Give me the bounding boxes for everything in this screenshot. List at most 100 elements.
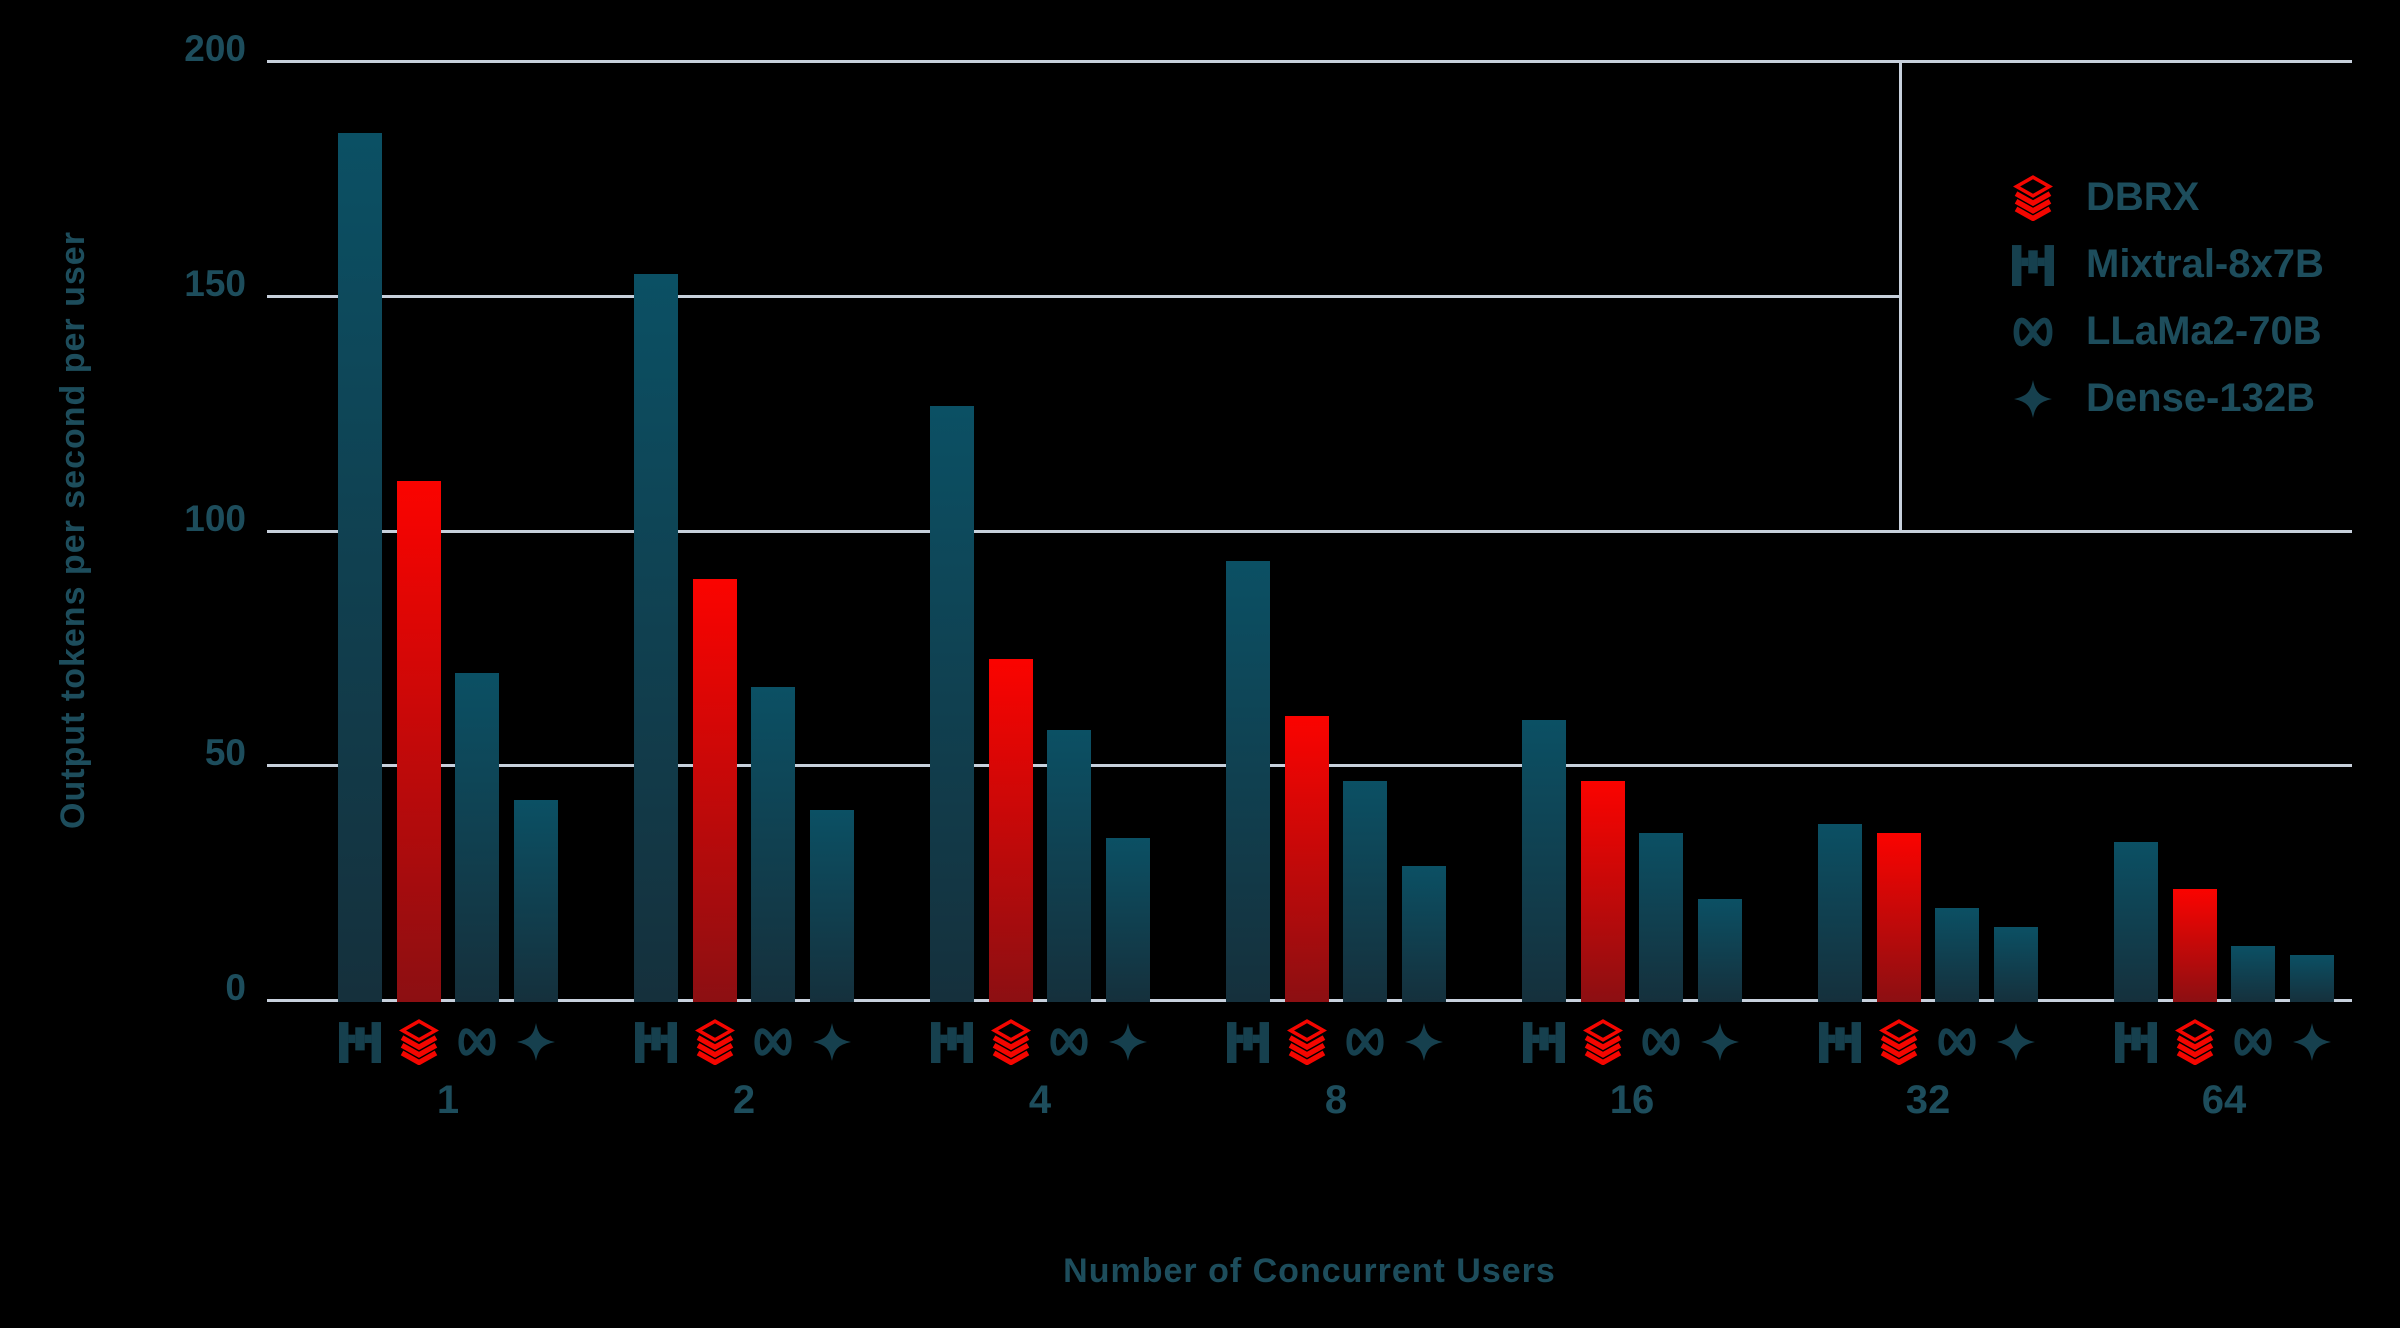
legend-label: DBRX — [2086, 175, 2200, 219]
legend-item-mixtral-8x7b: Mixtral-8x7B — [2008, 231, 2324, 298]
mixtral-icon — [338, 1018, 382, 1066]
meta-infinity-icon — [2231, 1018, 2275, 1066]
sparkle-star-icon — [1106, 1018, 1150, 1066]
bar-dbrx — [1580, 781, 1625, 1002]
bar-dense-132b — [809, 810, 854, 1002]
bar-dense-132b — [1105, 838, 1150, 1002]
databricks-icon — [989, 1018, 1033, 1066]
bar-group-4 — [930, 406, 1150, 1002]
bar-dense-132b — [513, 800, 558, 1002]
bar-group-8 — [1226, 561, 1446, 1002]
gridline-100 — [267, 529, 2352, 533]
meta-infinity-icon — [751, 1018, 795, 1066]
bar-llama2-70b — [2231, 946, 2276, 1002]
mixtral-icon — [2008, 240, 2058, 290]
bar-llama2-70b — [1343, 781, 1388, 1002]
mixtral-icon — [2114, 1018, 2158, 1066]
icon-row-2 — [634, 1018, 854, 1066]
meta-infinity-icon — [1343, 1018, 1387, 1066]
bar-dbrx — [988, 659, 1033, 1002]
bar-dbrx — [1284, 716, 1329, 1002]
sparkle-star-icon — [1698, 1018, 1742, 1066]
legend-label: Mixtral-8x7B — [2086, 242, 2324, 286]
bar-dbrx — [396, 481, 441, 1002]
legend-item-llama2-70b: LLaMa2-70B — [2008, 298, 2324, 365]
icon-row-64 — [2114, 1018, 2334, 1066]
bar-llama2-70b — [751, 687, 796, 1002]
gridline-150 — [267, 294, 1899, 298]
x-axis-title: Number of Concurrent Users — [1063, 1252, 1556, 1290]
bar-mixtral-8x7b — [1226, 561, 1271, 1002]
mixtral-icon — [1522, 1018, 1566, 1066]
meta-infinity-icon — [1047, 1018, 1091, 1066]
gridline-200 — [267, 60, 2352, 63]
mixtral-icon — [1226, 1018, 1270, 1066]
icon-row-32 — [1818, 1018, 2038, 1066]
mixtral-icon — [930, 1018, 974, 1066]
legend: DBRX Mixtral-8x7B LLaMa2-70B Dense-132B — [2008, 164, 2324, 432]
bar-dense-132b — [1993, 927, 2038, 1002]
mixtral-icon — [1818, 1018, 1862, 1066]
legend-label: LLaMa2-70B — [2086, 309, 2322, 353]
databricks-icon — [2008, 173, 2058, 223]
y-tick-label: 200 — [184, 28, 246, 69]
databricks-icon — [2173, 1018, 2217, 1066]
bar-mixtral-8x7b — [2114, 842, 2159, 1002]
bar-mixtral-8x7b — [1522, 720, 1567, 1002]
bar-mixtral-8x7b — [1818, 824, 1863, 1002]
x-tick-label: 64 — [2201, 1078, 2247, 1122]
bar-group-32 — [1818, 824, 2038, 1002]
legend-item-dense-132b: Dense-132B — [2008, 365, 2324, 432]
bar-mixtral-8x7b — [338, 133, 383, 1002]
meta-infinity-icon — [455, 1018, 499, 1066]
bar-group-1 — [338, 133, 558, 1002]
sparkle-star-icon — [1994, 1018, 2038, 1066]
bar-llama2-70b — [1639, 833, 1684, 1002]
bar-group-16 — [1522, 720, 1742, 1002]
databricks-icon — [1581, 1018, 1625, 1066]
sparkle-star-icon — [810, 1018, 854, 1066]
databricks-icon — [1285, 1018, 1329, 1066]
bar-dbrx — [1876, 833, 1921, 1002]
x-tick-label: 8 — [1324, 1078, 1348, 1122]
bar-dbrx — [692, 579, 737, 1002]
sparkle-star-icon — [514, 1018, 558, 1066]
databricks-icon — [693, 1018, 737, 1066]
x-tick-label: 1 — [436, 1078, 460, 1122]
meta-infinity-icon — [1935, 1018, 1979, 1066]
icon-row-1 — [338, 1018, 558, 1066]
sparkle-star-icon — [2290, 1018, 2334, 1066]
bar-group-64 — [2114, 842, 2334, 1002]
bar-dense-132b — [2289, 955, 2334, 1002]
x-tick-label: 32 — [1905, 1078, 1951, 1122]
meta-infinity-icon — [2008, 307, 2058, 357]
x-tick-label: 16 — [1609, 1078, 1655, 1122]
icon-row-16 — [1522, 1018, 1742, 1066]
meta-infinity-icon — [1639, 1018, 1683, 1066]
bar-dbrx — [2172, 889, 2217, 1002]
mixtral-icon — [634, 1018, 678, 1066]
bar-mixtral-8x7b — [634, 274, 679, 1002]
databricks-icon — [1877, 1018, 1921, 1066]
bar-llama2-70b — [455, 673, 500, 1002]
y-tick-label: 150 — [184, 262, 246, 304]
bar-llama2-70b — [1935, 908, 1980, 1002]
x-tick-label: 2 — [732, 1078, 756, 1122]
sparkle-star-icon — [2008, 374, 2058, 424]
y-tick-label: 0 — [225, 967, 246, 1008]
bar-llama2-70b — [1047, 730, 1092, 1002]
y-tick-label: 50 — [204, 732, 246, 774]
bar-mixtral-8x7b — [930, 406, 975, 1002]
bar-group-2 — [634, 274, 854, 1002]
icon-row-8 — [1226, 1018, 1446, 1066]
icon-row-4 — [930, 1018, 1150, 1066]
legend-label: Dense-132B — [2086, 376, 2316, 420]
sparkle-star-icon — [1402, 1018, 1446, 1066]
bar-dense-132b — [1697, 899, 1742, 1002]
bar-dense-132b — [1401, 866, 1446, 1002]
x-tick-label: 4 — [1028, 1078, 1052, 1122]
databricks-icon — [397, 1018, 441, 1066]
legend-box-line — [1899, 60, 1902, 533]
y-tick-label: 100 — [184, 497, 246, 539]
